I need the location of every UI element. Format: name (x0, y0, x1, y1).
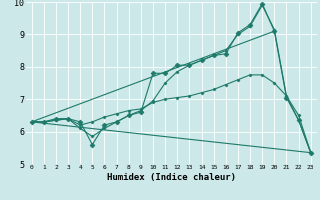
X-axis label: Humidex (Indice chaleur): Humidex (Indice chaleur) (107, 173, 236, 182)
